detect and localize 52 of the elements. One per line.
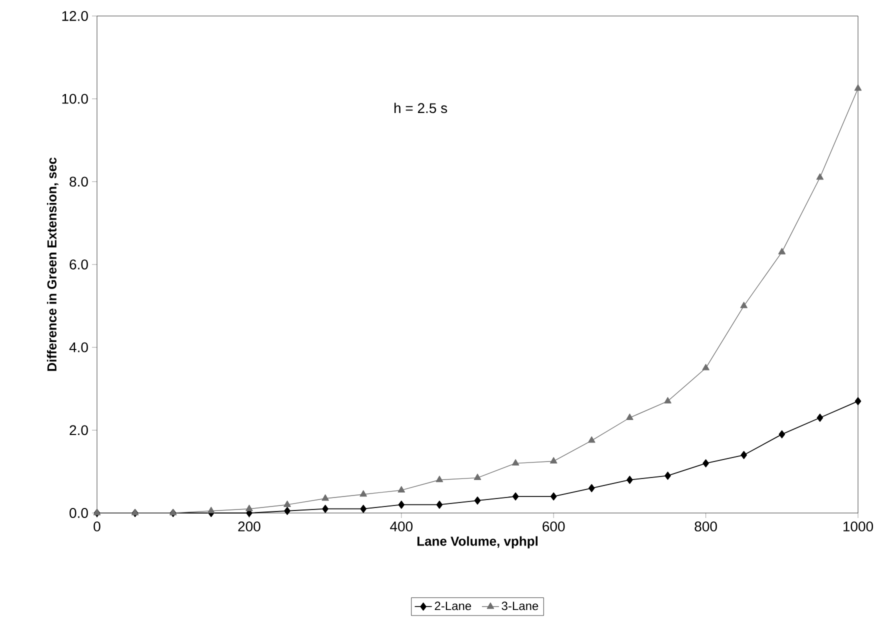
- point: [778, 430, 786, 438]
- x-axis-title: Lane Volume, vphpl: [417, 536, 538, 548]
- x-tick-label: 800: [694, 522, 717, 532]
- point: [360, 490, 367, 497]
- point: [284, 506, 290, 515]
- point: [816, 414, 824, 422]
- point: [664, 472, 671, 480]
- point: [854, 84, 862, 91]
- y-tick-label: 6.0: [70, 260, 88, 270]
- point: [626, 476, 633, 484]
- point: [398, 486, 406, 492]
- y-tick-label: 0.0: [70, 508, 88, 518]
- point: [322, 504, 328, 513]
- point: [512, 492, 519, 500]
- x-tick-label: 400: [390, 522, 413, 532]
- point: [512, 459, 520, 466]
- point: [360, 504, 366, 513]
- y-tick-label: 12.0: [62, 11, 88, 21]
- point: [550, 457, 558, 464]
- y-tick-label: 4.0: [69, 342, 88, 352]
- point: [588, 436, 596, 443]
- point: [626, 414, 634, 420]
- x-tick-label: 1000: [844, 522, 874, 532]
- y-tick-label: 8.0: [70, 176, 88, 187]
- point: [816, 173, 824, 180]
- x-tick-label: 200: [238, 522, 260, 532]
- point: [474, 474, 482, 480]
- point: [284, 500, 291, 507]
- point: [246, 504, 253, 512]
- point: [398, 500, 405, 509]
- point: [436, 500, 443, 509]
- annotation: h = 2.5 s: [394, 102, 448, 114]
- point: [854, 397, 862, 406]
- x-tick-label: 0: [94, 522, 100, 532]
- point: [588, 484, 595, 492]
- point: [740, 302, 748, 308]
- y-tick-label: 2.0: [70, 425, 88, 436]
- point: [208, 506, 215, 514]
- point: [702, 459, 709, 468]
- point: [664, 397, 672, 404]
- point: [322, 494, 329, 501]
- y-tick-label: 10.0: [62, 94, 88, 104]
- y-axis-title: Difference in Green Extension, sec: [46, 158, 58, 371]
- x-tick-label: 600: [542, 522, 565, 532]
- legend-label: 2-Lane: [434, 602, 472, 610]
- point: [436, 476, 444, 482]
- point: [550, 492, 557, 500]
- point: [702, 364, 710, 370]
- point: [778, 248, 786, 254]
- point: [740, 450, 747, 460]
- point: [474, 496, 481, 505]
- legend-label: 3-Lane: [502, 602, 538, 610]
